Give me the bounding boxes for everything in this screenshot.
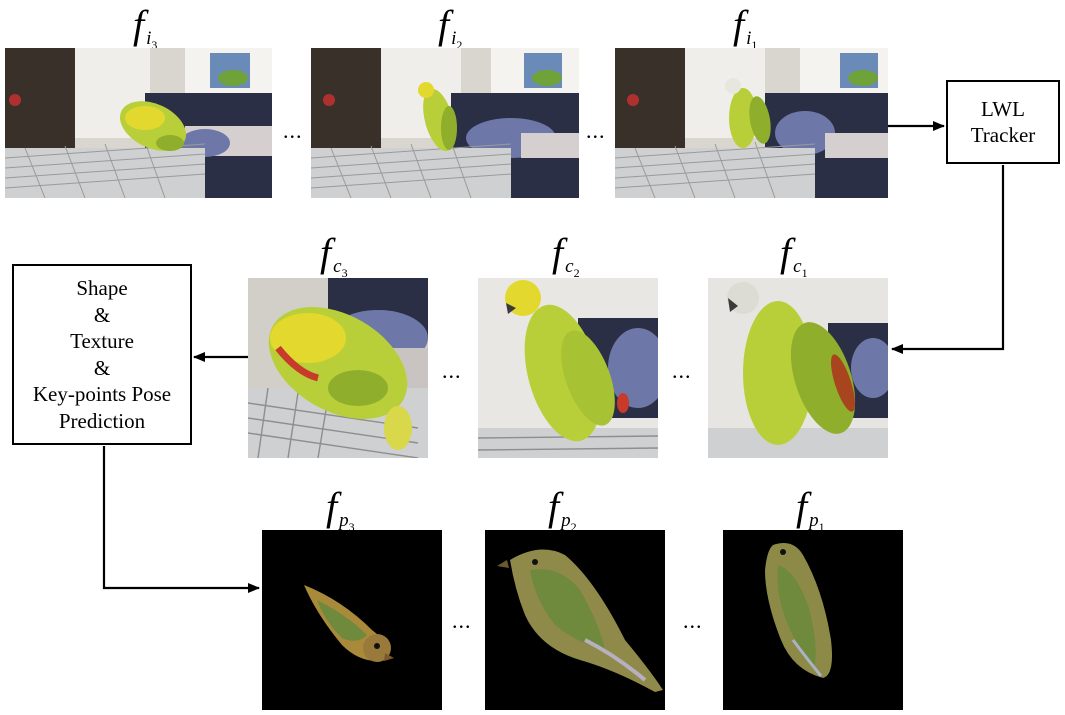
arrow-tracker-to-cropped — [891, 165, 1005, 354]
label-input-frame-2: f i2 — [438, 2, 463, 53]
label-cropped-frame-1: f c1 — [780, 230, 808, 281]
input-frame-1-image — [615, 48, 888, 198]
predicted-frame-3-image — [262, 530, 442, 710]
ellipsis-predicted-3-2: ... — [452, 608, 472, 633]
ellipsis-cropped-2-1: ... — [672, 358, 692, 383]
prediction-box-line-3: Texture — [70, 329, 134, 353]
ellipsis-input-2-1: ... — [586, 118, 606, 143]
prediction-box-line-2: & — [93, 302, 111, 327]
cropped-frame-1-image — [708, 278, 888, 458]
cropped-frame-2-image — [478, 278, 658, 458]
lwl-tracker-box: LWL Tracker — [946, 80, 1060, 164]
label-predicted-frame-3: f p3 — [326, 484, 355, 535]
input-frame-3-image — [5, 48, 272, 198]
label-predicted-frame-1: f p1 — [796, 484, 825, 535]
tracker-box-line-2: Tracker — [970, 123, 1036, 147]
ellipsis-cropped-3-2: ... — [442, 358, 462, 383]
label-cropped-frame-3: f c3 — [320, 230, 348, 281]
prediction-box-line-1: Shape — [76, 276, 128, 300]
input-frame-2-image — [311, 48, 579, 198]
prediction-box-line-5: Key-points Pose — [32, 382, 172, 406]
tracker-box-line-1: LWL — [981, 96, 1025, 121]
prediction-box-line-4: & — [93, 355, 111, 380]
arrow-prediction-to-render — [102, 446, 260, 593]
label-predicted-frame-2: f p2 — [548, 484, 577, 535]
shape-texture-pose-prediction-box: Shape & Texture & Key-points Pose Predic… — [12, 264, 192, 445]
predicted-frame-1-image — [723, 530, 903, 710]
predicted-frame-2-image — [485, 530, 665, 710]
ellipsis-predicted-2-1: ... — [683, 608, 703, 633]
cropped-frame-3-image — [248, 278, 428, 458]
label-input-frame-1: f i1 — [733, 2, 758, 53]
label-cropped-frame-2: f c2 — [552, 230, 580, 281]
label-input-frame-3: f i3 — [133, 2, 158, 53]
prediction-box-line-6: Prediction — [58, 408, 146, 433]
ellipsis-input-3-2: ... — [283, 118, 303, 143]
